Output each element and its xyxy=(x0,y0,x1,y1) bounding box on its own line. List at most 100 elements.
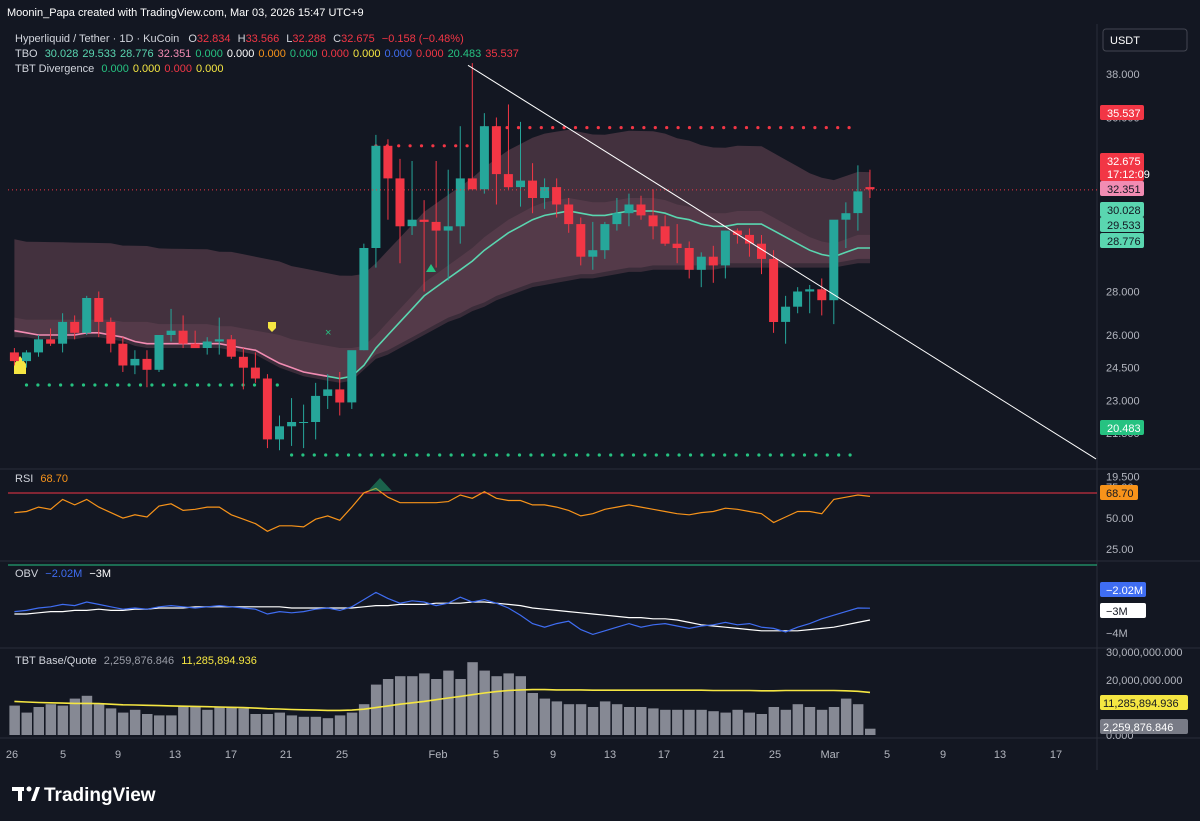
date-tick-label: 21 xyxy=(713,749,725,761)
bq-bar-Mar 16 xyxy=(599,701,611,735)
resistance-dot xyxy=(653,126,657,130)
currency-label[interactable]: USDT xyxy=(1110,35,1140,47)
bq-bar-Apr 1 xyxy=(792,704,804,735)
trendline xyxy=(467,64,1097,460)
bq-bar-Feb 23 xyxy=(346,712,358,735)
resistance-dot xyxy=(813,126,817,130)
divergence-value-3: 0.000 xyxy=(196,63,224,75)
support-dot xyxy=(438,453,442,457)
candle-body-Feb 18 xyxy=(287,422,297,427)
tbo-cloud-upper xyxy=(14,129,870,379)
bq-bar-Mar 9 xyxy=(515,676,526,735)
candle-body-Feb 9 xyxy=(178,330,188,344)
previous-support-dot xyxy=(150,383,154,387)
support-dot xyxy=(529,453,533,457)
support-dot xyxy=(757,453,761,457)
tv-logo-icon xyxy=(12,786,40,801)
bq-bar-Feb 13 xyxy=(226,707,237,735)
divergence-value-2: 0.000 xyxy=(164,63,192,75)
support-dot xyxy=(324,453,328,457)
support-dot xyxy=(301,453,305,457)
currency-button[interactable]: USDT xyxy=(1102,28,1188,52)
open-value: 32.834 xyxy=(197,33,231,45)
candle-body-Mar 19 xyxy=(636,204,646,216)
rsi-overbought-fill xyxy=(368,478,392,491)
date-tick-label: 17 xyxy=(1050,749,1062,761)
price-label-32.351: 32.351 xyxy=(1107,184,1141,196)
candle-body-Mar 8 xyxy=(503,174,513,188)
bq-bar-Mar 30 xyxy=(768,707,780,735)
tradingview-logo[interactable]: TradingView xyxy=(12,785,156,806)
bq-bar-Mar 21 xyxy=(660,709,671,735)
candle-body-Feb 25 xyxy=(371,145,381,248)
low-value: 32.288 xyxy=(292,33,326,45)
candle-body-Feb 27 xyxy=(395,178,405,227)
date-tick-label: 25 xyxy=(769,749,781,761)
bq-bar-Feb 16 xyxy=(262,714,273,735)
date-tick-label: 25 xyxy=(336,749,348,761)
high-label: H xyxy=(238,33,246,45)
bq-bar-Feb 22 xyxy=(334,715,346,735)
bq-bar-Feb 15 xyxy=(250,714,261,735)
tbo-value-3: 32.351 xyxy=(158,48,192,60)
change-value: −0.158 (−0.48%) xyxy=(382,33,464,45)
bq-label-1: 2,259,876.846 xyxy=(1103,722,1173,734)
candle-body-Mar 16 xyxy=(600,224,610,251)
obv-line xyxy=(14,591,871,636)
resistance-dot xyxy=(630,126,635,130)
support-dot xyxy=(631,453,636,457)
resistance-dot xyxy=(516,126,521,130)
previous-resistance-dot xyxy=(454,144,458,148)
previous-support-dot xyxy=(218,383,222,387)
header-credit: Moonin_Papa created with TradingView.com… xyxy=(7,7,364,19)
resistance-dot xyxy=(505,126,509,130)
resistance-dot xyxy=(744,126,749,130)
candle-body-Mar 29 xyxy=(757,243,766,259)
candle-body-Apr 3 xyxy=(817,289,827,301)
tbo-fast-line-teal xyxy=(327,210,870,380)
support-dot xyxy=(335,453,339,457)
bq-bar-Feb 1 xyxy=(81,695,93,735)
tbo-value-4: 0.000 xyxy=(195,48,223,60)
rsi-tick-label: 25.00 xyxy=(1106,544,1134,556)
previous-support-dot xyxy=(116,383,120,387)
date-tick-label: Feb xyxy=(429,749,448,761)
support-dot xyxy=(346,453,351,457)
candle-body-Feb 1 xyxy=(82,298,92,333)
bq-bar-Mar 2 xyxy=(431,679,442,735)
bq-bar-Apr 3 xyxy=(816,709,828,735)
support-dot xyxy=(700,453,704,457)
previous-support-dot xyxy=(184,383,188,387)
previous-support-dot xyxy=(93,383,97,387)
previous-support-dot xyxy=(138,383,143,387)
bq-bar-Feb 28 xyxy=(407,676,418,735)
obv-ma-line xyxy=(14,601,871,632)
tbo-value-7: 0.000 xyxy=(290,48,318,60)
support-dot xyxy=(312,453,316,457)
resistance-dot xyxy=(665,126,669,130)
candle-body-Feb 22 xyxy=(335,389,345,403)
candle-body-Feb 11 xyxy=(202,341,212,348)
resistance-dot xyxy=(528,126,532,130)
candle-body-Feb 28 xyxy=(407,219,417,227)
resistance-dot xyxy=(767,126,771,130)
candle-body-Jan 28 xyxy=(34,339,43,353)
date-tick-label: 9 xyxy=(550,749,556,761)
resistance-dot xyxy=(710,126,714,130)
candle-body-Feb 21 xyxy=(323,389,333,396)
previous-support-dot xyxy=(47,383,51,387)
support-dot xyxy=(563,453,567,457)
bq-bar-Apr 7 xyxy=(865,728,876,735)
bq-bar-Mar 11 xyxy=(539,698,551,735)
countdown-label: 17:12:09 xyxy=(1107,169,1150,181)
bq-bar-Feb 8 xyxy=(166,715,177,735)
symbol-label: Hyperliquid / Tether · 1D · KuCoin xyxy=(15,33,179,45)
candle-body-Feb 4 xyxy=(118,343,128,366)
price-label-bg xyxy=(1100,233,1144,248)
candle-body-Mar 5 xyxy=(467,178,477,190)
bq-bar-Feb 5 xyxy=(129,709,141,735)
date-tick-label: 13 xyxy=(994,749,1006,761)
bq-bar-Mar 12 xyxy=(551,701,563,735)
